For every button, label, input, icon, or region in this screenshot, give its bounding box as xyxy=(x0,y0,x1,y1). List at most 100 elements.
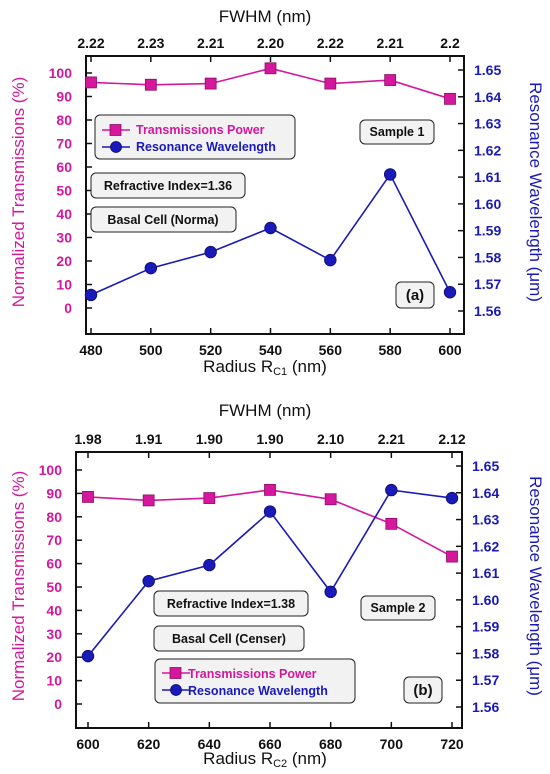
y-left-tick-label: 40 xyxy=(56,206,72,222)
left-tick-labels: 0 10 20 30 40 50 60 70 80 90 100 xyxy=(39,462,63,712)
y-left-tick-label: 100 xyxy=(49,65,73,81)
y-left-tick-label: 90 xyxy=(46,485,62,501)
x-tick-label: 500 xyxy=(139,342,163,358)
y-right-tick-label: 1.57 xyxy=(472,672,499,688)
y-right-tick-label: 1.62 xyxy=(472,538,499,554)
xlabel-main: Radius R xyxy=(203,749,273,768)
xlabel-main: Radius R xyxy=(203,357,273,376)
legend-square-marker xyxy=(109,124,122,136)
y-left-tick-label: 10 xyxy=(46,673,62,689)
y-right-tick-label: 1.63 xyxy=(472,512,499,528)
y-right-tick-label: 1.56 xyxy=(472,699,499,715)
top-tick-label: 1.90 xyxy=(196,431,223,447)
annotation-cell: Basal Cell (Norma) xyxy=(90,206,237,233)
legend-label-transmissions: Transmissions Power xyxy=(188,667,317,681)
y-left-tick-label: 80 xyxy=(56,112,72,128)
data-point-circle xyxy=(324,585,337,599)
top-tick-label: 2.23 xyxy=(137,35,164,51)
tick-marks xyxy=(76,452,462,728)
tick-marks xyxy=(86,56,464,334)
y-right-tick-label: 1.63 xyxy=(474,116,501,132)
y-left-tick-label: 90 xyxy=(56,89,72,105)
top-axis-title: FWHM (nm) xyxy=(219,7,312,26)
xlabel-subscript: C1 xyxy=(273,366,287,378)
y-right-tick-label: 1.57 xyxy=(474,276,501,292)
y-right-tick-label: 1.56 xyxy=(474,303,501,319)
series-line xyxy=(87,489,453,558)
y-left-tick-label: 20 xyxy=(46,649,62,665)
series-transmissions-power xyxy=(85,62,456,105)
data-point-square xyxy=(324,493,337,506)
right-tick-labels: 1.56 1.57 1.58 1.59 1.60 1.61 1.62 1.63 1.64 1.65 xyxy=(474,62,501,319)
left-axis-title: Normalized Transmissions (%) xyxy=(9,471,28,702)
y-left-tick-label: 80 xyxy=(46,509,62,525)
svg-text:Sample 2: Sample 2 xyxy=(371,601,426,615)
top-tick-label: 2.22 xyxy=(317,35,344,51)
y-left-tick-label: 30 xyxy=(56,230,72,246)
svg-text:(a): (a) xyxy=(406,287,424,304)
top-tick-label: 2.2 xyxy=(440,35,460,51)
top-tick-label: 2.21 xyxy=(378,431,405,447)
y-left-tick-label: 20 xyxy=(56,253,72,269)
y-right-tick-label: 1.60 xyxy=(472,592,499,608)
data-point-circle xyxy=(445,491,459,505)
data-point-square xyxy=(385,517,398,530)
top-tick-label: 2.22 xyxy=(77,35,104,51)
top-tick-label: 2.12 xyxy=(438,431,465,447)
top-tick-labels: 1.98 1.91 1.90 1.90 2.10 2.21 2.12 xyxy=(74,431,465,447)
y-right-tick-label: 1.65 xyxy=(474,62,501,78)
y-left-tick-label: 50 xyxy=(56,183,72,199)
bottom-tick-labels: 480 500 520 540 560 580 600 xyxy=(79,342,462,358)
y-right-tick-label: 1.64 xyxy=(474,89,501,105)
annotation-refractive-index: Refractive Index=1.36 xyxy=(90,172,246,199)
panel-label: (a) xyxy=(395,281,435,309)
y-right-tick-label: 1.58 xyxy=(472,645,499,661)
y-left-tick-label: 40 xyxy=(46,602,62,618)
y-left-tick-label: 50 xyxy=(46,579,62,595)
svg-text:Refractive Index=1.38: Refractive Index=1.38 xyxy=(167,597,295,611)
x-tick-label: 520 xyxy=(199,342,223,358)
y-right-tick-label: 1.58 xyxy=(474,249,501,265)
data-point-square xyxy=(204,77,217,90)
y-right-tick-label: 1.61 xyxy=(474,169,501,185)
series-resonance-wavelength xyxy=(81,483,459,663)
xlabel-unit: (nm) xyxy=(287,749,327,768)
top-tick-label: 2.10 xyxy=(317,431,344,447)
y-left-tick-label: 0 xyxy=(54,696,62,712)
x-tick-label: 580 xyxy=(378,342,402,358)
y-right-tick-label: 1.60 xyxy=(474,196,501,212)
annotation-refractive-index: Refractive Index=1.38 xyxy=(153,590,309,617)
data-point-circle xyxy=(144,261,158,275)
plot-frame xyxy=(85,55,465,335)
top-tick-label: 2.20 xyxy=(257,35,284,51)
legend-label-wavelength: Resonance Wavelength xyxy=(136,140,276,154)
right-axis-title: Resonance Wavelength (μm) xyxy=(526,476,545,696)
top-tick-label: 1.98 xyxy=(74,431,101,447)
y-left-tick-label: 10 xyxy=(56,277,72,293)
left-axis-title: Normalized Transmissions (%) xyxy=(9,77,28,308)
data-point-circle xyxy=(324,253,337,267)
top-tick-label: 2.21 xyxy=(377,35,404,51)
data-point-circle xyxy=(264,221,277,235)
top-tick-labels: 2.22 2.23 2.21 2.20 2.22 2.21 2.2 xyxy=(77,35,460,51)
bottom-axis-title: Radius RC2 (nm) xyxy=(203,749,327,770)
svg-text:Refractive Index=1.36: Refractive Index=1.36 xyxy=(104,179,232,193)
top-tick-label: 1.90 xyxy=(256,431,283,447)
y-left-tick-label: 60 xyxy=(46,556,62,572)
series-resonance-wavelength xyxy=(84,168,457,302)
x-tick-label: 540 xyxy=(259,342,283,358)
data-point-square xyxy=(264,483,276,496)
y-right-tick-label: 1.65 xyxy=(472,458,499,474)
right-axis-title: Resonance Wavelength (μm) xyxy=(526,82,545,302)
legend-label-wavelength: Resonance Wavelength xyxy=(188,684,328,698)
x-tick-label: 480 xyxy=(79,342,103,358)
y-left-tick-label: 100 xyxy=(39,462,63,478)
data-point-square xyxy=(384,74,397,86)
data-point-circle xyxy=(84,288,98,302)
x-tick-label: 600 xyxy=(438,342,462,358)
plot-frame xyxy=(75,451,463,729)
svg-text:(b): (b) xyxy=(413,682,432,699)
y-left-tick-label: 30 xyxy=(46,626,62,642)
data-point-square xyxy=(324,77,337,90)
data-point-square xyxy=(264,62,277,75)
